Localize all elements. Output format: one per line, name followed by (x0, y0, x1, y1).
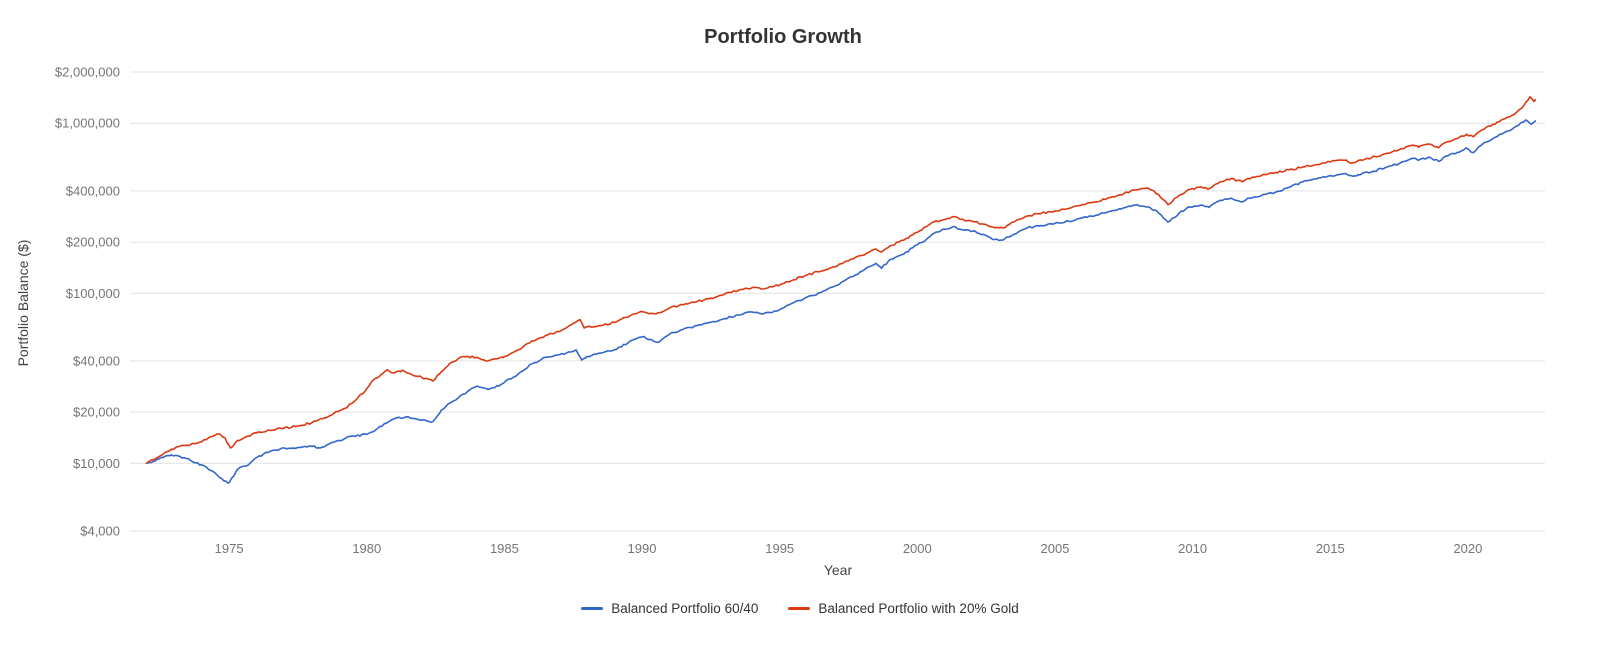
x-tick-label: 2020 (1453, 541, 1482, 556)
x-tick-label: 1995 (765, 541, 794, 556)
y-tick-label: $200,000 (66, 235, 120, 250)
x-tick-label: 1975 (215, 541, 244, 556)
x-tick-label: 1980 (352, 541, 381, 556)
series-paths (145, 96, 1537, 484)
x-tick-label: 2000 (903, 541, 932, 556)
legend-label-balanced-60-40: Balanced Portfolio 60/40 (611, 601, 759, 616)
legend-item-balanced-20-gold: Balanced Portfolio with 20% Gold (788, 601, 1019, 616)
y-tick-labels: $4,000 $10,000 $20,000 $40,000 $100,000 $200,… (55, 65, 120, 539)
x-tick-label: 2015 (1316, 541, 1345, 556)
y-tick-label: $10,000 (73, 456, 120, 471)
x-tick-label: 1985 (490, 541, 519, 556)
x-tick-label: 1990 (628, 541, 657, 556)
x-tick-label: 2005 (1041, 541, 1070, 556)
y-tick-label: $1,000,000 (55, 116, 120, 131)
x-axis-title: Year (824, 562, 853, 578)
legend-item-balanced-60-40: Balanced Portfolio 60/40 (581, 601, 758, 616)
x-tick-labels: 1975 1980 1985 1990 1995 2000 2005 2010 2015 2020 (215, 541, 1483, 556)
legend-line-blue (581, 607, 604, 610)
chart-legend: Balanced Portfolio 60/40 Balanced Portfo… (0, 601, 1600, 616)
y-tick-label: $400,000 (66, 183, 120, 198)
y-tick-label: $20,000 (73, 405, 120, 420)
legend-label-balanced-20-gold: Balanced Portfolio with 20% Gold (818, 601, 1019, 616)
gridlines (130, 71, 1545, 532)
legend-line-red (788, 607, 811, 610)
y-tick-label: $40,000 (73, 353, 120, 368)
x-tick-label: 2010 (1178, 541, 1207, 556)
y-tick-label: $4,000 (80, 524, 120, 539)
y-axis-title: Portfolio Balance ($) (15, 240, 31, 367)
chart-title: Portfolio Growth (704, 26, 862, 48)
y-tick-label: $2,000,000 (55, 65, 120, 80)
series-line-0[interactable] (145, 119, 1537, 484)
series-line-1[interactable] (145, 96, 1537, 465)
y-tick-label: $100,000 (66, 286, 120, 301)
